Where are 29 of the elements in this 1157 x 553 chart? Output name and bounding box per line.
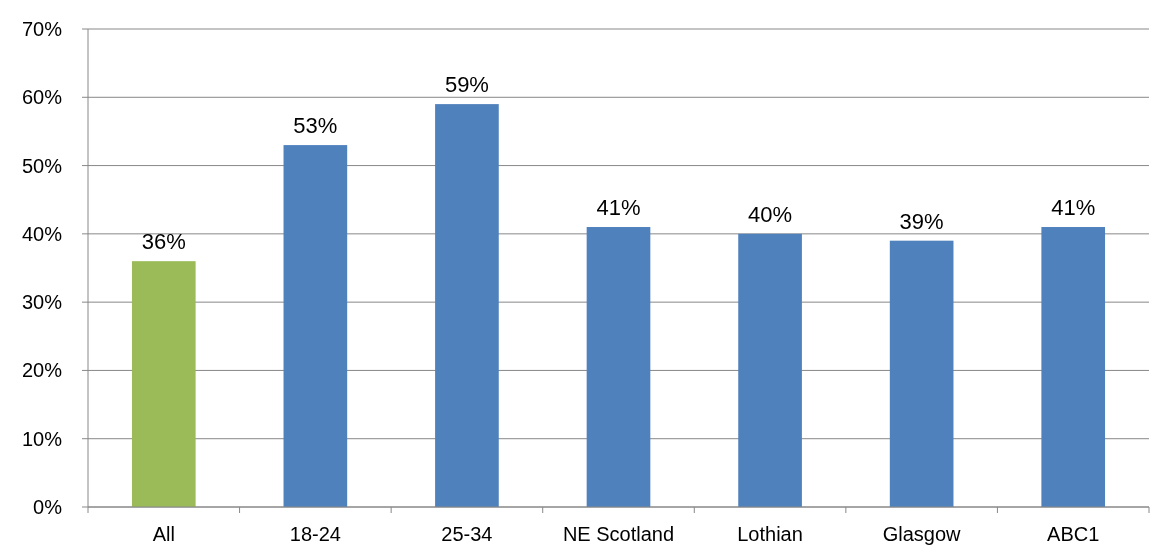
x-tick-label: 18-24 <box>289 523 341 545</box>
x-tick-label: All <box>152 523 175 545</box>
y-tick-label: 40% <box>21 222 63 245</box>
bar <box>889 240 954 507</box>
y-tick-label: 50% <box>21 154 63 177</box>
bar <box>738 233 802 507</box>
data-label: 39% <box>899 208 944 234</box>
data-label: 59% <box>444 72 489 98</box>
x-tick-label: Lothian <box>737 523 803 545</box>
data-label: 41% <box>596 195 641 221</box>
y-tick-label: 70% <box>21 18 63 40</box>
data-label: 41% <box>1051 195 1096 221</box>
bar <box>586 227 651 507</box>
y-tick-label: 0% <box>33 496 63 518</box>
bar <box>1041 227 1106 507</box>
bar <box>435 104 499 507</box>
x-tick-label: ABC1 <box>1047 523 1100 545</box>
y-tick-label: 60% <box>21 86 63 109</box>
data-label: 53% <box>293 113 338 139</box>
data-label: 40% <box>748 201 793 227</box>
x-tick-label: NE Scotland <box>562 523 675 545</box>
data-label: 36% <box>141 229 186 255</box>
x-tick-label: Glasgow <box>882 523 962 545</box>
x-tick-label: 25-34 <box>441 523 493 545</box>
bar <box>131 261 196 507</box>
y-tick-label: 10% <box>21 427 63 450</box>
bar <box>283 145 348 507</box>
y-tick-label: 20% <box>21 359 63 382</box>
y-tick-label: 30% <box>21 291 63 314</box>
